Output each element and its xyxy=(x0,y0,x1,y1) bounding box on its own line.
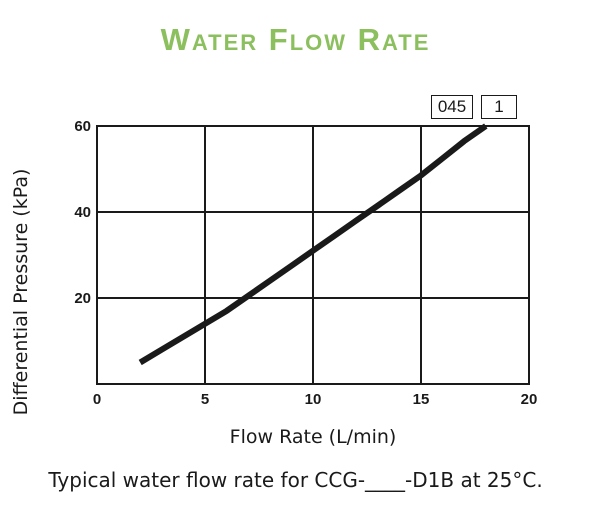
x-tick-label: 5 xyxy=(201,391,209,408)
x-tick-label: 15 xyxy=(413,391,430,408)
x-tick-label: 0 xyxy=(93,391,101,408)
series-line xyxy=(138,123,488,366)
variant-tag: 1 xyxy=(481,95,517,119)
x-tick-label: 20 xyxy=(521,391,538,408)
y-tick-label: 60 xyxy=(74,118,91,135)
model-tag: 045 xyxy=(431,95,473,119)
x-tick-label: 10 xyxy=(305,391,322,408)
plot-frame xyxy=(96,125,530,385)
figure-caption: Typical water flow rate for CCG-____-D1B… xyxy=(48,468,543,492)
y-axis-label: Differential Pressure (kPa) xyxy=(10,168,32,416)
chart-title: Water Flow Rate xyxy=(160,22,431,57)
y-tick-label: 40 xyxy=(74,204,91,221)
y-tick-label: 20 xyxy=(74,290,91,307)
x-axis-label: Flow Rate (L/min) xyxy=(229,426,397,448)
